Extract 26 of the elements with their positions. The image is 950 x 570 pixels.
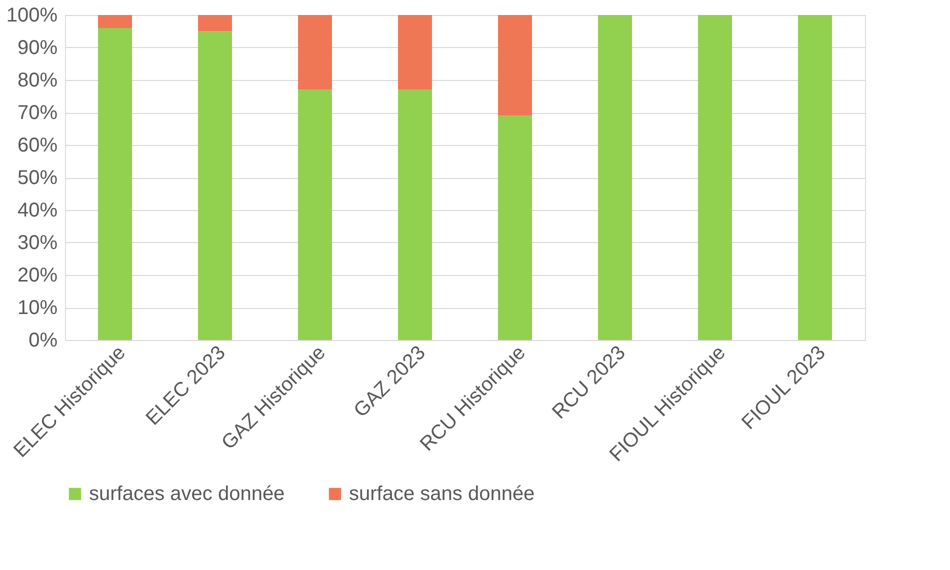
bar — [298, 15, 332, 90]
y-tick-label: 40% — [17, 200, 58, 222]
bar — [98, 15, 132, 28]
bar — [698, 15, 732, 340]
y-tick-label: 10% — [17, 297, 58, 319]
y-tick-label: 90% — [17, 37, 58, 59]
y-tick-label: 50% — [17, 167, 58, 189]
y-tick-label: 70% — [17, 102, 58, 124]
bar — [598, 15, 632, 340]
bar — [198, 31, 232, 340]
y-tick-label: 0% — [28, 330, 58, 352]
legend-label: surface sans donnée — [349, 483, 535, 505]
y-tick-label: 60% — [17, 134, 58, 156]
bar — [798, 15, 832, 340]
bar — [398, 90, 432, 340]
bar — [498, 15, 532, 116]
y-tick-label: 20% — [17, 264, 58, 286]
bar — [398, 15, 432, 90]
legend-label: surfaces avec donnée — [89, 483, 285, 505]
y-tick-label: 100% — [6, 4, 58, 26]
bar — [98, 28, 132, 340]
bar — [198, 15, 232, 32]
bar — [298, 90, 332, 340]
bar — [498, 116, 532, 340]
y-tick-label: 30% — [17, 232, 58, 254]
y-tick-label: 80% — [17, 70, 58, 92]
